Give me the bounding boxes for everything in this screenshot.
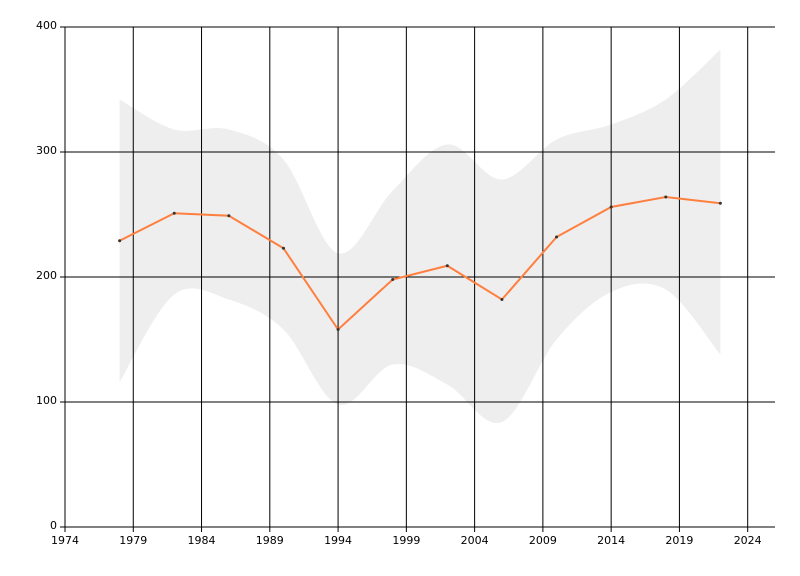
- point: [609, 205, 613, 209]
- x-tick-label: 2009: [529, 534, 557, 547]
- x-tick-label: 1974: [51, 534, 79, 547]
- y-tick-label: 0: [50, 519, 57, 532]
- line: [119, 195, 721, 332]
- point: [227, 214, 231, 218]
- point: [118, 239, 122, 243]
- x-tick-label: 1994: [324, 534, 352, 547]
- point: [391, 278, 395, 281]
- point: [281, 246, 285, 250]
- x-tick-label: 2024: [734, 534, 762, 547]
- y-tick-label: 200: [36, 269, 57, 282]
- point: [500, 298, 504, 301]
- x-tick-label: 1984: [188, 534, 216, 547]
- x-tick-label: 2014: [597, 534, 625, 547]
- y-tick-label: 100: [36, 394, 57, 407]
- x-tick-label: 2004: [461, 534, 489, 547]
- range-band: [119, 49, 721, 424]
- x-tick-label: 1989: [256, 534, 284, 547]
- x-tick-label: 1999: [392, 534, 420, 547]
- point: [718, 201, 722, 205]
- y-tick-label: 400: [36, 19, 57, 32]
- point: [445, 264, 449, 268]
- x-tick-label: 1979: [119, 534, 147, 547]
- point: [172, 211, 176, 215]
- point: [664, 195, 668, 199]
- y-tick-label: 300: [36, 144, 57, 157]
- x-tick-label: 2019: [665, 534, 693, 547]
- point: [336, 328, 340, 331]
- point: [555, 235, 559, 239]
